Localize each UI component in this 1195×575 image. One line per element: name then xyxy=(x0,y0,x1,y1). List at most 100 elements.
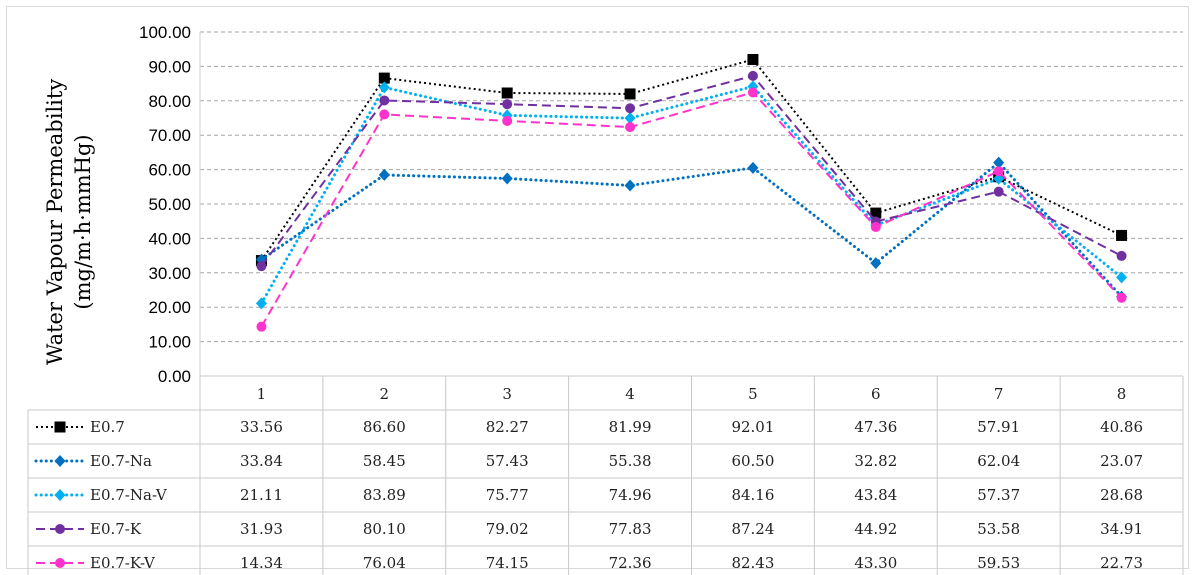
x-tick-label: 3 xyxy=(502,385,512,403)
x-tick-label: 8 xyxy=(1117,385,1127,403)
data-point xyxy=(501,172,513,185)
y-tick-label: 100.00 xyxy=(139,23,191,42)
data-point xyxy=(256,261,267,272)
y-axis-label-line2: (mg/m·h·mmHg) xyxy=(71,134,95,309)
y-tick-label: 80.00 xyxy=(148,92,191,111)
x-tick-label: 6 xyxy=(871,385,881,403)
data-point xyxy=(1116,250,1127,261)
data-point xyxy=(256,321,267,332)
data-point xyxy=(378,72,390,84)
legend-key-marker xyxy=(54,421,66,433)
data-label: 84.16 xyxy=(731,486,774,504)
series-E0.7-Na-V xyxy=(255,80,1128,310)
y-axis-label-line1: Water Vapour Permeability xyxy=(43,79,67,365)
gridlines xyxy=(200,31,1183,343)
data-point xyxy=(747,161,759,174)
data-label: 62.04 xyxy=(977,452,1020,470)
data-point xyxy=(624,179,636,192)
data-label: 77.83 xyxy=(609,520,652,538)
y-axis: 0.00 10.00 20.00 30.00 40.00 50.00 60.00 70.00 8… xyxy=(139,23,201,386)
data-point xyxy=(1116,229,1128,241)
data-point xyxy=(624,112,636,125)
legend-label: E0.7-Na xyxy=(90,452,152,470)
data-label: 43.84 xyxy=(854,486,897,504)
data-label: 92.01 xyxy=(731,418,774,436)
data-label: 74.96 xyxy=(609,486,652,504)
data-label: 60.50 xyxy=(731,452,774,470)
data-label: 76.04 xyxy=(363,554,406,572)
data-label: 22.73 xyxy=(1100,554,1143,572)
data-point xyxy=(993,156,1005,169)
data-point xyxy=(1116,271,1128,284)
data-label: 79.02 xyxy=(486,520,529,538)
data-point xyxy=(870,207,882,219)
y-tick-label: 70.00 xyxy=(148,126,191,145)
data-label: 57.37 xyxy=(977,486,1020,504)
data-label: 80.10 xyxy=(363,520,406,538)
data-label: 75.77 xyxy=(486,486,529,504)
data-label: 82.43 xyxy=(731,554,774,572)
series-E0.7-K-V xyxy=(256,87,1127,332)
series-line xyxy=(259,161,1124,299)
data-point xyxy=(747,53,759,65)
data-label: 58.45 xyxy=(363,452,406,470)
data-label: 57.43 xyxy=(486,452,529,470)
data-point xyxy=(625,122,636,133)
data-label: 33.84 xyxy=(240,452,283,470)
x-tick-label: 7 xyxy=(994,385,1004,403)
data-point xyxy=(502,99,513,110)
y-tick-label: 30.00 xyxy=(148,264,191,283)
data-point xyxy=(379,109,390,120)
series-line xyxy=(260,58,1122,262)
legend-key-marker xyxy=(55,524,65,534)
data-point xyxy=(993,186,1004,197)
data-label: 32.82 xyxy=(854,452,897,470)
data-label: 31.93 xyxy=(240,520,283,538)
data-label: 34.91 xyxy=(1100,520,1143,538)
data-table: 1 2 3 4 5 6 7 8 E0.7 33.56 86.60 82.27 81.99 92.01 47.… xyxy=(27,375,1184,575)
data-point xyxy=(993,166,1004,177)
data-label: 53.58 xyxy=(977,520,1020,538)
legend-key-marker xyxy=(55,558,65,568)
data-point xyxy=(378,168,390,181)
data-label: 74.15 xyxy=(486,554,529,572)
data-point xyxy=(624,88,636,100)
data-label: 87.24 xyxy=(731,520,774,538)
y-tick-label: 40.00 xyxy=(148,229,191,248)
data-label: 43.30 xyxy=(854,554,897,572)
legend-label: E0.7 xyxy=(90,418,125,436)
y-tick-label: 60.00 xyxy=(148,161,191,180)
y-tick-label: 0.00 xyxy=(158,367,191,386)
data-label: 59.53 xyxy=(977,554,1020,572)
data-label: 72.36 xyxy=(609,554,652,572)
series-line xyxy=(260,91,1123,328)
data-point xyxy=(747,87,758,98)
legend-label: E0.7-K xyxy=(90,520,142,538)
data-label: 82.27 xyxy=(486,418,529,436)
data-label: 81.99 xyxy=(609,418,652,436)
chart-frame xyxy=(6,6,1189,569)
y-tick-label: 50.00 xyxy=(148,195,191,214)
data-label: 33.56 xyxy=(240,418,283,436)
data-label: 40.86 xyxy=(1100,418,1143,436)
data-point xyxy=(502,115,513,126)
data-label: 47.36 xyxy=(854,418,897,436)
data-point xyxy=(870,222,881,233)
data-point xyxy=(625,103,636,114)
data-label: 86.60 xyxy=(363,418,406,436)
data-point xyxy=(501,87,513,99)
x-tick-label: 1 xyxy=(257,385,267,403)
legend-key-marker xyxy=(54,489,66,501)
data-label: 57.91 xyxy=(977,418,1020,436)
y-tick-label: 20.00 xyxy=(148,298,191,317)
data-label: 83.89 xyxy=(363,486,406,504)
series-lines xyxy=(255,53,1128,332)
data-point xyxy=(870,257,882,270)
data-point xyxy=(379,95,390,106)
data-point xyxy=(1116,292,1127,303)
legend-label: E0.7-Na-V xyxy=(90,486,168,504)
series-line xyxy=(259,84,1124,305)
x-tick-label: 4 xyxy=(625,385,635,403)
y-tick-label: 10.00 xyxy=(148,333,191,352)
